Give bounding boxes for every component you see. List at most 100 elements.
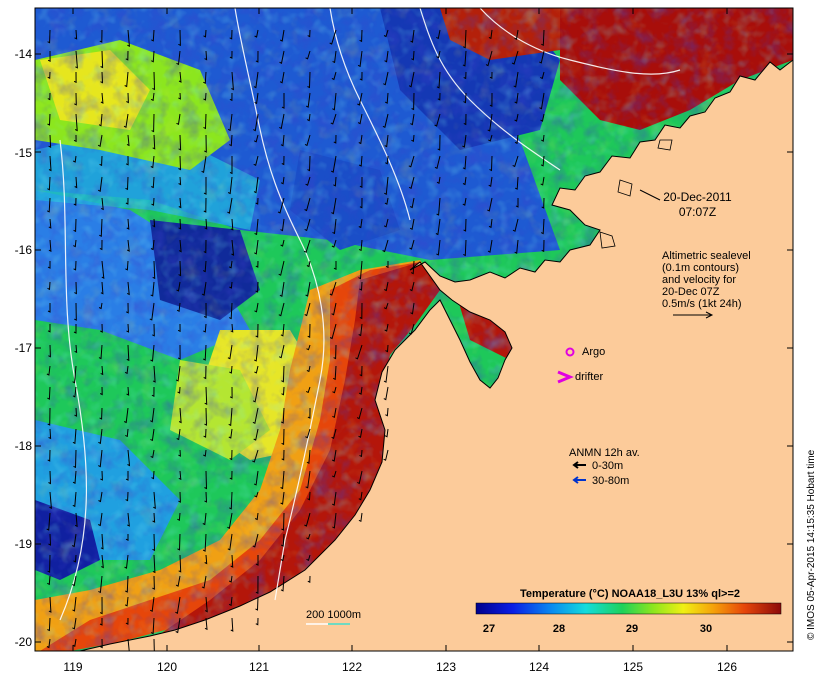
- velocity-vector: [281, 93, 285, 109]
- velocity-vector: [462, 29, 467, 49]
- velocity-vector: [514, 29, 519, 40]
- velocity-vector: [255, 281, 259, 293]
- velocity-vector: [97, 134, 103, 147]
- velocity-vector: [409, 197, 415, 209]
- velocity-vector: [178, 29, 181, 47]
- velocity-vector: [151, 197, 155, 206]
- velocity-vector: [203, 239, 207, 254]
- velocity-vector: [73, 197, 77, 206]
- velocity-vector: [125, 260, 129, 271]
- velocity-vector: [229, 29, 233, 40]
- velocity-vector: [204, 134, 207, 153]
- velocity-vector: [178, 197, 182, 209]
- velocity-vector: [437, 134, 441, 151]
- velocity-vector: [227, 344, 233, 360]
- velocity-vector: [384, 50, 389, 63]
- lat-tick-16: -16: [14, 243, 32, 257]
- velocity-vector: [329, 29, 337, 45]
- velocity-vector: [358, 512, 363, 523]
- velocity-vector: [359, 71, 363, 81]
- velocity-vector: [228, 260, 233, 269]
- velocity-vector: [73, 71, 77, 84]
- velocity-vector: [73, 134, 77, 143]
- velocity-vector: [229, 50, 233, 59]
- velocity-vector: [150, 449, 155, 459]
- velocity-vector: [46, 365, 51, 376]
- velocity-vector: [255, 596, 259, 611]
- velocity-vector: [513, 71, 519, 88]
- velocity-vector: [74, 407, 78, 417]
- velocity-vector: [437, 92, 441, 101]
- velocity-vector: [100, 470, 103, 481]
- velocity-vector: [254, 302, 259, 313]
- velocity-vector: [409, 218, 415, 230]
- velocity-vector: [150, 407, 155, 423]
- velocity-vector: [99, 596, 103, 615]
- velocity-vector: [383, 386, 389, 401]
- velocity-vector: [73, 218, 77, 233]
- velocity-vector: [280, 407, 285, 424]
- velocity-vector: [229, 281, 233, 289]
- velocity-vector: [150, 428, 155, 442]
- velocity-vector: [281, 449, 285, 461]
- velocity-vector: [333, 134, 337, 144]
- velocity-vector: [281, 428, 285, 446]
- velocity-vector: [124, 71, 129, 88]
- velocity-vector: [151, 113, 155, 133]
- velocity-vector: [228, 428, 233, 439]
- velocity-vector: [436, 50, 441, 59]
- velocity-vector: [410, 29, 415, 43]
- velocity-vector: [254, 29, 259, 38]
- velocity-vector: [410, 260, 415, 275]
- velocity-vector: [126, 344, 130, 362]
- velocity-vector: [280, 491, 285, 505]
- velocity-vector: [436, 197, 441, 216]
- velocity-vector: [411, 92, 415, 111]
- velocity-vector: [48, 344, 51, 358]
- velocity-vector: [330, 155, 337, 173]
- velocity-vector: [280, 134, 285, 147]
- velocity-vector: [332, 407, 337, 419]
- velocity-vector: [177, 533, 181, 551]
- velocity-vector: [358, 218, 363, 229]
- velocity-vector: [203, 29, 207, 38]
- velocity-vector: [47, 281, 51, 291]
- velocity-vector: [358, 260, 363, 280]
- velocity-vector: [488, 29, 493, 40]
- velocity-vector: [278, 344, 285, 359]
- velocity-vector: [489, 71, 493, 80]
- velocity-vector: [540, 176, 545, 186]
- velocity-vector: [485, 50, 493, 67]
- velocity-vector: [279, 281, 285, 297]
- velocity-vector: [150, 239, 155, 251]
- velocity-vector: [303, 239, 311, 253]
- velocity-vector: [49, 491, 52, 510]
- velocity-vector: [152, 71, 156, 91]
- altimetry-line-1: Altimetric sealevel: [662, 250, 751, 262]
- velocity-vector: [358, 239, 363, 252]
- velocity-vector: [333, 176, 337, 187]
- velocity-vector: [305, 428, 311, 439]
- velocity-vector: [254, 512, 259, 521]
- velocity-vector: [47, 261, 51, 269]
- velocity-vector: [304, 512, 311, 527]
- velocity-vector: [385, 261, 389, 269]
- velocity-vector: [152, 533, 156, 552]
- velocity-vector: [47, 50, 51, 63]
- velocity-vector: [151, 176, 155, 189]
- lat-tick-18: -18: [14, 439, 32, 453]
- velocity-vector: [384, 176, 389, 195]
- drifter-label: drifter: [575, 371, 604, 383]
- velocity-vector: [462, 176, 467, 186]
- lon-tick-123: 123: [435, 660, 457, 674]
- velocity-vector: [514, 92, 519, 104]
- velocity-vector: [305, 92, 311, 108]
- velocity-vector: [229, 134, 233, 147]
- velocity-vector: [227, 176, 233, 195]
- velocity-vector: [178, 491, 181, 503]
- velocity-vector: [202, 260, 207, 273]
- velocity-vector: [329, 281, 337, 296]
- velocity-vector: [331, 302, 337, 316]
- velocity-vector: [307, 575, 311, 583]
- velocity-vector: [202, 512, 207, 526]
